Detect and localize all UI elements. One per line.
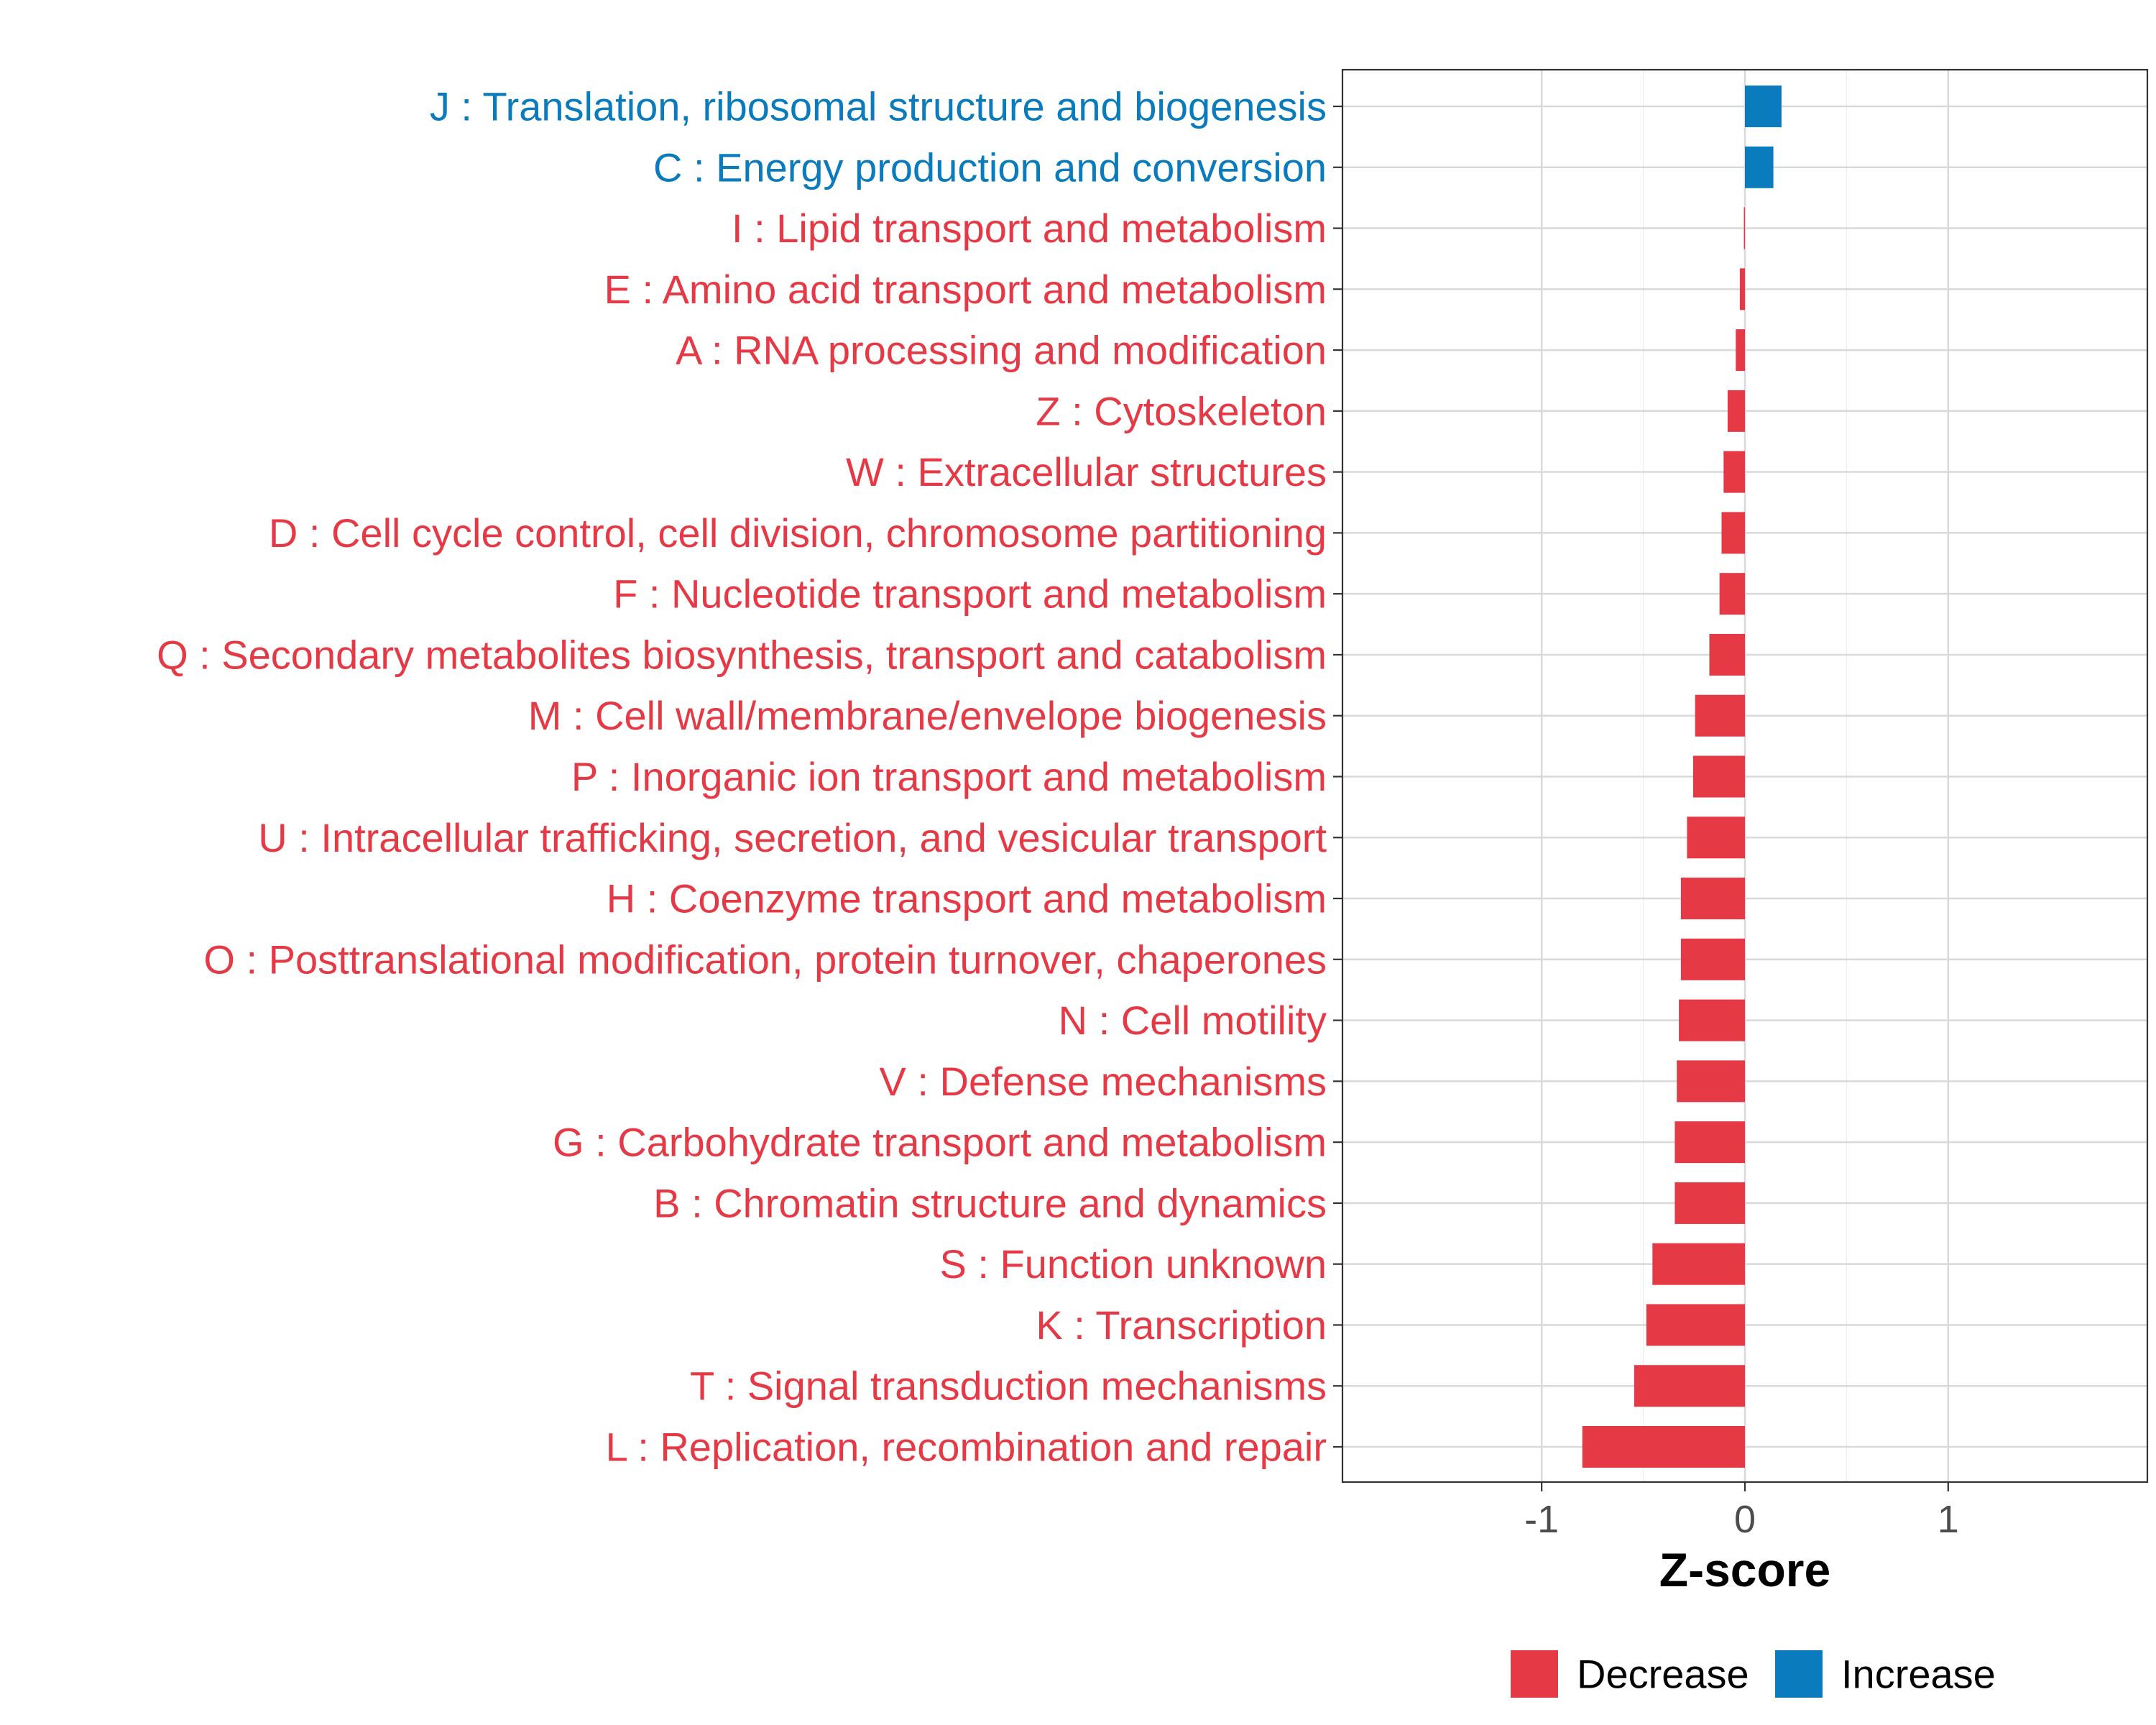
y-tick-label-20: S : Function unknown (939, 1241, 1327, 1287)
y-tick-label-22: T : Signal transduction mechanisms (690, 1363, 1327, 1409)
bar-4 (1739, 268, 1745, 310)
bar-23 (1582, 1426, 1745, 1468)
bar-12 (1692, 755, 1745, 798)
y-tick-label-21: K : Transcription (1036, 1302, 1327, 1348)
bar-21 (1646, 1304, 1745, 1346)
bar-5 (1736, 329, 1745, 372)
y-tick-label-14: H : Coenzyme transport and metabolism (607, 876, 1327, 921)
y-tick-label-9: F : Nucleotide transport and metabolism (613, 571, 1327, 617)
y-tick-label-11: M : Cell wall/membrane/envelope biogenes… (528, 693, 1327, 738)
x-tick-label-1: 0 (1734, 1498, 1756, 1541)
bar-15 (1680, 938, 1745, 980)
y-tick-label-13: U : Intracellular trafficking, secretion… (258, 815, 1327, 860)
y-tick-label-3: I : Lipid transport and metabolism (732, 206, 1327, 251)
bars (1582, 86, 1782, 1468)
bar-2 (1745, 146, 1774, 188)
y-tick-label-7: W : Extracellular structures (846, 449, 1327, 494)
bar-9 (1719, 573, 1745, 615)
y-tick-label-18: G : Carbohydrate transport and metabolis… (553, 1120, 1327, 1165)
y-tick-label-1: J : Translation, ribosomal structure and… (430, 84, 1327, 129)
y-tick-label-5: A : RNA processing and modification (676, 328, 1327, 373)
x-axis-title: Z-score (1659, 1543, 1830, 1596)
y-tick-label-4: E : Amino acid transport and metabolism (604, 267, 1327, 312)
bar-8 (1721, 512, 1745, 554)
legend-label-increase: Increase (1841, 1652, 1996, 1697)
y-tick-label-6: Z : Cytoskeleton (1036, 388, 1327, 433)
bar-16 (1679, 999, 1745, 1041)
y-tick-label-12: P : Inorganic ion transport and metaboli… (571, 754, 1327, 799)
y-axis: J : Translation, ribosomal structure and… (157, 84, 1342, 1470)
y-tick-label-8: D : Cell cycle control, cell division, c… (269, 510, 1327, 556)
legend-key-increase (1775, 1650, 1823, 1698)
bar-11 (1695, 694, 1745, 737)
y-tick-label-16: N : Cell motility (1059, 998, 1327, 1043)
bar-22 (1634, 1365, 1745, 1407)
legend-label-decrease: Decrease (1577, 1652, 1749, 1697)
bar-3 (1743, 207, 1746, 249)
legend-key-decrease (1511, 1650, 1558, 1698)
bar-6 (1727, 390, 1745, 432)
y-tick-label-17: V : Defense mechanisms (880, 1059, 1327, 1104)
bar-1 (1745, 86, 1782, 127)
y-tick-label-23: L : Replication, recombination and repai… (606, 1425, 1327, 1470)
y-tick-label-10: Q : Secondary metabolites biosynthesis, … (157, 632, 1327, 677)
y-tick-label-15: O : Posttranslational modification, prot… (203, 937, 1327, 982)
y-tick-label-19: B : Chromatin structure and dynamics (653, 1180, 1327, 1225)
x-tick-label-0: -1 (1524, 1498, 1559, 1541)
bar-14 (1680, 878, 1745, 920)
legend: Decrease Increase (1511, 1650, 1996, 1698)
bar-7 (1723, 451, 1745, 493)
bar-10 (1709, 633, 1745, 676)
bar-19 (1674, 1182, 1745, 1224)
x-axis: -1 0 1 (1524, 1482, 1959, 1541)
y-tick-label-2: C : Energy production and conversion (653, 144, 1327, 190)
bar-17 (1677, 1060, 1745, 1103)
x-tick-label-2: 1 (1938, 1498, 1959, 1541)
bar-18 (1674, 1121, 1745, 1164)
bar-13 (1687, 816, 1745, 859)
bar-20 (1652, 1243, 1745, 1285)
